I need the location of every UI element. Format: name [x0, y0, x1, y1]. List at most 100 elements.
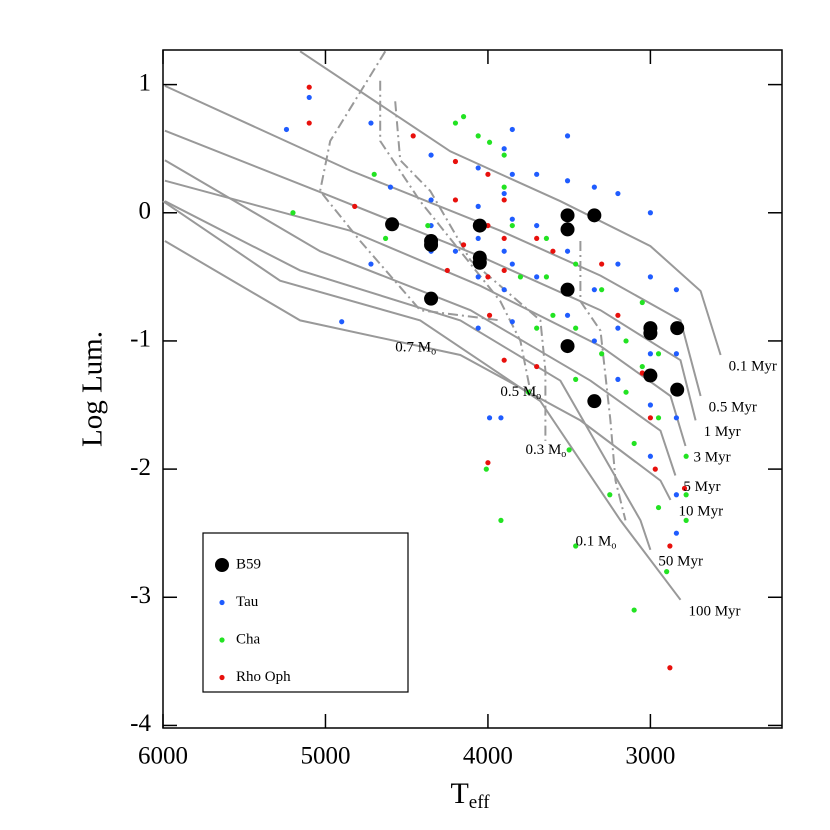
data-point: [452, 158, 459, 165]
data-point: [655, 415, 662, 421]
track-label-sub: o: [536, 391, 541, 402]
data-point: [591, 338, 597, 344]
data-point: [534, 235, 540, 242]
data-point: [475, 274, 481, 280]
legend-label: Cha: [236, 631, 261, 647]
data-point: [290, 210, 296, 216]
y-tick-label: -3: [130, 582, 151, 609]
data-point: [534, 325, 540, 331]
data-point: [667, 543, 673, 549]
data-point: [573, 543, 579, 549]
data-point: [681, 485, 688, 491]
data-point: [615, 325, 621, 331]
isochrone: [164, 159, 677, 476]
data-point: [534, 363, 540, 370]
data-point: [673, 492, 679, 498]
isochrone-label: 3 Myr: [693, 449, 730, 465]
data-point: [371, 171, 377, 177]
data-point: [525, 389, 532, 395]
x-title-sub: eff: [469, 792, 490, 813]
data-point: [587, 394, 602, 409]
data-point: [534, 222, 540, 229]
legend-marker: [215, 558, 229, 572]
data-point: [591, 184, 597, 190]
y-tick-label: 1: [139, 69, 152, 96]
data-point: [564, 248, 571, 254]
data-point: [483, 466, 489, 472]
isochrone-label: 10 Myr: [679, 503, 724, 519]
data-point: [501, 287, 507, 293]
data-point: [673, 415, 679, 421]
data-point: [683, 453, 689, 459]
data-point: [485, 171, 491, 177]
data-point: [385, 217, 400, 232]
data-point: [673, 351, 679, 357]
data-point: [501, 146, 507, 152]
isochrone: [164, 84, 702, 397]
data-point: [501, 184, 507, 190]
data-point: [560, 222, 575, 237]
data-point: [534, 274, 540, 280]
track-label-sub: o: [431, 347, 436, 358]
data-point: [615, 376, 621, 382]
data-point: [501, 152, 507, 158]
mass-track: [579, 241, 627, 521]
data-point: [591, 287, 597, 293]
data-point: [460, 242, 467, 248]
data-point: [607, 492, 613, 498]
x-tick-label: 6000: [138, 743, 188, 770]
data-point: [509, 216, 515, 222]
isochrone: [164, 240, 672, 501]
data-point: [509, 222, 515, 229]
data-point: [560, 282, 575, 297]
track-label: 0.5 Mo: [500, 384, 541, 402]
data-point: [670, 321, 685, 336]
data-point: [683, 517, 689, 523]
mass-track: [379, 80, 532, 392]
track-label-main: 0.3 M: [525, 442, 561, 458]
data-point: [560, 208, 575, 223]
data-point: [647, 351, 654, 357]
data-point: [647, 453, 654, 459]
data-point: [428, 197, 434, 203]
data-point: [486, 139, 493, 145]
data-point: [670, 382, 685, 397]
mass-track: [394, 101, 547, 441]
track-label-main: 0.1 M: [576, 534, 612, 550]
x-tick-label: 5000: [300, 743, 350, 770]
data-point: [647, 415, 654, 421]
data-point: [352, 203, 358, 209]
data-point: [647, 274, 654, 280]
isochrone: [299, 50, 722, 356]
data-point: [486, 415, 493, 421]
data-point: [486, 312, 493, 318]
data-point: [631, 440, 637, 447]
data-point: [652, 466, 658, 472]
data-point: [615, 261, 621, 267]
data-point: [560, 339, 575, 354]
data-point: [599, 351, 605, 357]
data-point: [631, 607, 637, 613]
data-point: [673, 530, 679, 536]
data-point: [425, 222, 431, 229]
data-point: [543, 274, 550, 280]
y-tick-label: 0: [139, 198, 152, 225]
y-tick-label: -4: [130, 710, 151, 737]
data-point: [573, 261, 579, 267]
data-point: [564, 133, 571, 139]
data-point: [382, 235, 389, 242]
data-point: [599, 261, 605, 267]
data-point: [509, 319, 515, 325]
mass-track: [319, 50, 501, 322]
data-point: [501, 190, 507, 197]
legend-label: Rho Oph: [236, 669, 291, 685]
data-point: [543, 235, 550, 242]
data-point: [643, 368, 658, 383]
data-point: [673, 287, 679, 293]
data-point: [475, 235, 481, 242]
data-point: [424, 291, 439, 306]
data-point: [564, 178, 571, 184]
data-point: [501, 248, 507, 254]
data-point: [501, 235, 507, 242]
